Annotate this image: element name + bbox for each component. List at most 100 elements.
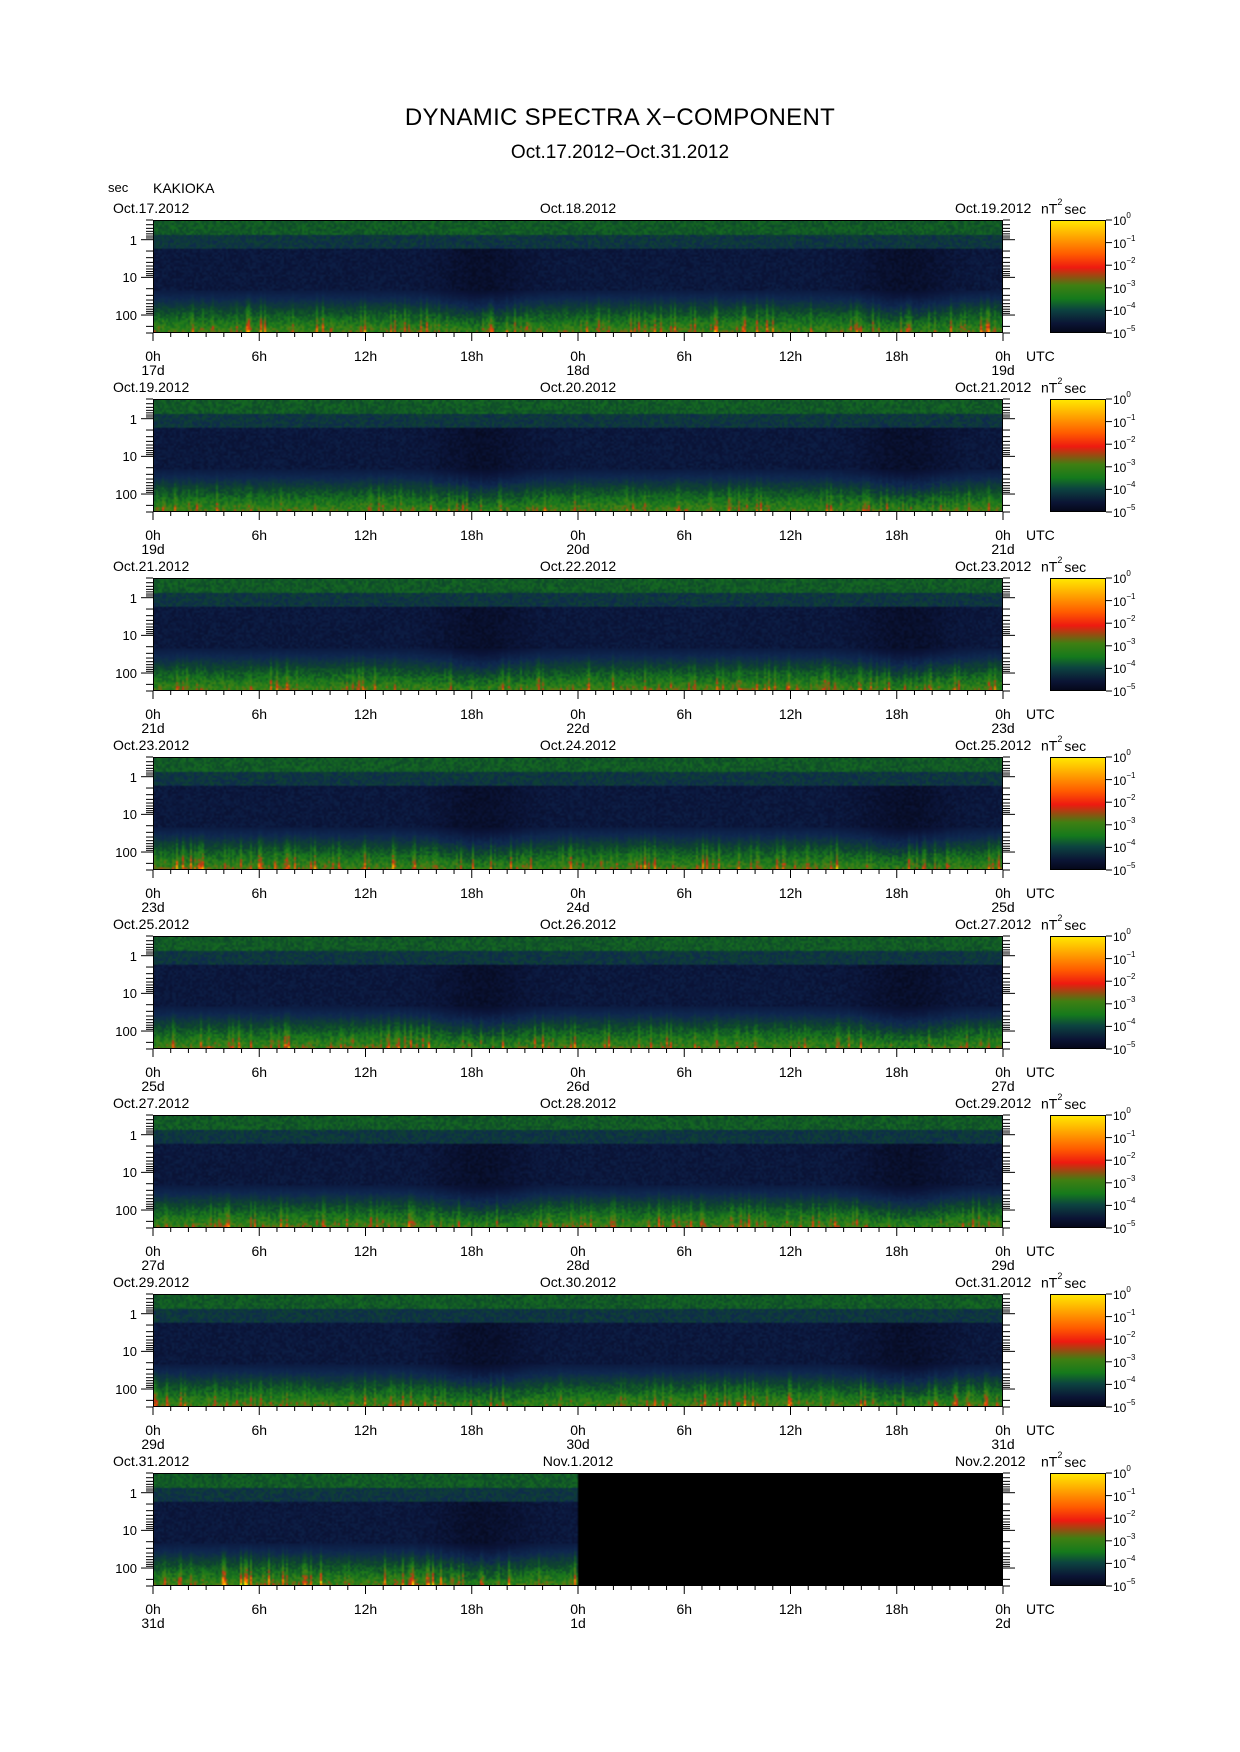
- x-tick-label: 12h: [778, 1422, 803, 1438]
- colorbar-tick-label: 10−4: [1113, 1017, 1136, 1034]
- colorbar-tick-exponent: −5: [1126, 503, 1136, 512]
- station-name: KAKIOKA: [153, 180, 215, 196]
- colorbar-tick-label: 10−5: [1113, 324, 1136, 341]
- day-label: 23d: [141, 899, 165, 915]
- colorbar-tick-label: 10−2: [1113, 257, 1135, 273]
- colorbar-tick-base: 10: [1113, 1355, 1127, 1370]
- colorbar-tick-base: 10: [1113, 281, 1127, 296]
- x-tick-label: 0h: [145, 527, 161, 543]
- panel-date-left: Oct.17.2012: [113, 200, 190, 216]
- spectra-panel: Oct.17.2012 Oct.18.2012 Oct.19.2012 nT2 sec 1…: [0, 198, 1240, 380]
- y-tick-label: 10: [122, 449, 137, 465]
- x-tick-label: 0h: [995, 706, 1011, 722]
- day-label: 31d: [991, 1436, 1015, 1452]
- y-tick-label: 1: [129, 1127, 137, 1143]
- colorbar-tick-base: 10: [1113, 662, 1127, 677]
- day-label: 29d: [991, 1257, 1015, 1273]
- colorbar-tick-label: 10−5: [1113, 1578, 1135, 1594]
- panel-date-left: Oct.23.2012: [113, 737, 190, 753]
- colorbar-tick-base: 10: [1113, 214, 1127, 228]
- x-axis-unit: UTC: [1026, 1601, 1055, 1617]
- x-tick-label: 6h: [676, 1243, 693, 1259]
- x-tick-label: 0h: [570, 348, 586, 364]
- colorbar-tick-exponent: −1: [1126, 233, 1136, 243]
- colorbar-tick-exponent: −2: [1126, 793, 1136, 803]
- colorbar-tick-exponent: −4: [1126, 1017, 1136, 1027]
- colorbar-tick-base: 10: [1113, 438, 1127, 453]
- colorbar-tick-label: 10−5: [1113, 1041, 1135, 1057]
- x-tick-label: 6h: [676, 706, 693, 722]
- day-label: 19d: [991, 362, 1015, 378]
- panel-date-right: Oct.21.2012: [955, 379, 1032, 395]
- colorbar-tick-exponent: −3: [1126, 815, 1136, 825]
- panel-date-left: Oct.27.2012: [113, 1095, 190, 1111]
- x-tick-label: 6h: [676, 885, 693, 901]
- colorbar-tick-exponent: −1: [1126, 1128, 1136, 1138]
- colorbar-tick-base: 10: [1113, 1378, 1127, 1393]
- x-tick-label: 6h: [676, 1064, 693, 1080]
- colorbar-tick-label: 10−3: [1113, 637, 1135, 653]
- x-tick-label: 18h: [885, 527, 909, 543]
- spectrogram-heatmap: [153, 220, 1003, 333]
- spectra-panel: Oct.27.2012 Oct.28.2012 Oct.29.2012 nT2 sec 1…: [0, 1093, 1240, 1275]
- colorbar-tick-label: 10−4: [1113, 1555, 1135, 1572]
- x-tick-label: 0h: [145, 1243, 161, 1259]
- colorbar-tick-label: 100: [1113, 1107, 1131, 1123]
- colorbar-tick-exponent: 0: [1126, 1285, 1131, 1294]
- x-tick-label: 0h: [570, 1422, 586, 1438]
- y-tick-label: 100: [115, 1024, 137, 1040]
- spectrogram-heatmap: [153, 936, 1003, 1049]
- colorbar-tick-base: 10: [1113, 304, 1127, 319]
- x-tick-label: 12h: [778, 885, 803, 901]
- spectrogram-canvas: [154, 937, 1002, 1048]
- x-tick-label: 0h: [570, 527, 586, 543]
- x-tick-label: 12h: [353, 1243, 378, 1259]
- x-tick-label: 6h: [251, 1064, 268, 1080]
- unit-exponent: 2: [1057, 913, 1063, 923]
- colorbar-tick-base: 10: [1113, 1557, 1127, 1572]
- colorbar-tick-base: 10: [1113, 460, 1127, 475]
- spectra-panel: Oct.25.2012 Oct.26.2012 Oct.27.2012 nT2 sec 1…: [0, 914, 1240, 1096]
- colorbar-tick-label: 10−1: [1113, 413, 1135, 429]
- x-axis-unit: UTC: [1026, 1422, 1055, 1438]
- colorbar-tick-label: 10−3: [1113, 457, 1136, 475]
- x-tick-label: 0h: [570, 885, 586, 901]
- spectrogram-heatmap: [153, 1294, 1003, 1407]
- panel-date-right: Oct.19.2012: [955, 200, 1032, 216]
- colorbar-tick-label: 10−4: [1113, 1197, 1135, 1213]
- x-tick-label: 18h: [885, 706, 909, 722]
- x-tick-label: 12h: [778, 348, 803, 364]
- chart-title: DYNAMIC SPECTRA X−COMPONENT: [404, 104, 836, 131]
- colorbar-tick-exponent: −2: [1126, 435, 1136, 445]
- day-label: 2d: [995, 1615, 1011, 1631]
- colorbar-unit: nT2 sec: [1041, 735, 1086, 753]
- colorbar-tick-exponent: −5: [1126, 682, 1136, 691]
- unit-exponent: 2: [1057, 1092, 1063, 1102]
- colorbar-tick-exponent: −3: [1126, 457, 1136, 467]
- spectrogram-canvas: [154, 758, 1002, 869]
- y-tick-label: 100: [115, 1203, 137, 1219]
- x-tick-label: 6h: [676, 1422, 693, 1438]
- spectrogram-heatmap: [153, 578, 1003, 691]
- colorbar-tick-base: 10: [1113, 1154, 1127, 1169]
- y-tick-label: 1: [129, 1306, 137, 1322]
- panel-date-left: Oct.25.2012: [113, 916, 190, 932]
- x-tick-label: 12h: [778, 1243, 803, 1259]
- spectra-panel: Oct.29.2012 Oct.30.2012 Oct.31.2012 nT2 sec 1…: [0, 1272, 1240, 1454]
- colorbar-tick-label: 10−2: [1113, 1331, 1135, 1347]
- x-tick-label: 12h: [353, 885, 378, 901]
- unit-base: nT: [1041, 379, 1058, 396]
- spectrogram-heatmap: [153, 1473, 1003, 1586]
- colorbar-tick-base: 10: [1113, 975, 1127, 990]
- spectrogram-heatmap: [153, 757, 1003, 870]
- colorbar-unit: nT2 sec: [1041, 198, 1086, 216]
- x-tick-label: 18h: [460, 348, 484, 364]
- x-tick-label: 12h: [353, 1601, 378, 1617]
- colorbar-tick-label: 10−2: [1113, 793, 1136, 810]
- x-tick-label: 0h: [995, 348, 1011, 364]
- panel-axes: [141, 935, 1112, 1057]
- colorbar-tick-exponent: −1: [1126, 1307, 1136, 1317]
- colorbar-tick-exponent: −5: [1126, 324, 1136, 333]
- colorbar-tick-base: 10: [1113, 506, 1127, 520]
- x-tick-label: 0h: [145, 706, 161, 722]
